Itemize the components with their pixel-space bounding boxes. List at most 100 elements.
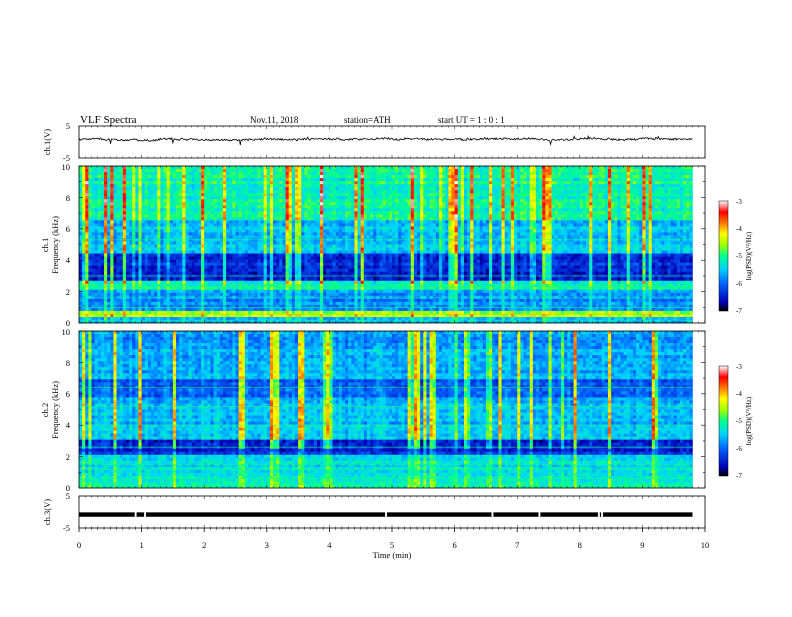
- spectrogram-cell: [461, 184, 464, 187]
- spectrogram-cell: [85, 181, 88, 184]
- spectrogram-cell: [539, 214, 542, 217]
- spectrogram-cell: [639, 214, 642, 217]
- spectrogram-cell: [138, 169, 141, 172]
- spectrogram-cell: [520, 205, 523, 208]
- spectrogram-cell: [304, 232, 307, 235]
- spectrogram-cell: [580, 211, 583, 214]
- spectrogram-cell: [226, 196, 229, 199]
- spectrogram-cell: [677, 229, 680, 232]
- spectrogram-cell: [145, 217, 148, 220]
- spectrogram-cell: [520, 178, 523, 181]
- spectrogram-cell: [523, 187, 526, 190]
- spectrogram-cell: [170, 169, 173, 172]
- spectrogram-cell: [395, 175, 398, 178]
- spectrogram-cell: [470, 178, 473, 181]
- spectrogram-cell: [245, 172, 248, 175]
- spectrogram-cell: [248, 178, 251, 181]
- spectrogram-cell: [467, 193, 470, 196]
- spectrogram-cell: [411, 205, 414, 208]
- spectrogram-cell: [564, 208, 567, 211]
- spectrogram-cell: [113, 172, 116, 175]
- spectrogram-cell: [370, 199, 373, 202]
- spectrogram-cell: [545, 232, 548, 235]
- spectrogram-cell: [445, 175, 448, 178]
- spectrogram-cell: [248, 229, 251, 232]
- spectrogram-cell: [608, 220, 611, 223]
- spectrogram-cell: [185, 172, 188, 175]
- spectrogram-cell: [658, 208, 661, 211]
- spectrogram-cell: [564, 217, 567, 220]
- spectrogram-cell: [204, 214, 207, 217]
- spectrogram-cell: [286, 166, 289, 169]
- spectrogram-cell: [486, 178, 489, 181]
- spectrogram-cell: [636, 202, 639, 205]
- spectrogram-cell: [326, 208, 329, 211]
- spectrogram-cell: [511, 199, 514, 202]
- spectrogram-cell: [279, 169, 282, 172]
- spectrogram-cell: [232, 223, 235, 226]
- spectrogram-cell: [602, 208, 605, 211]
- spectrogram-cell: [104, 229, 107, 232]
- spectrogram-cell: [442, 208, 445, 211]
- spectrogram-cell: [620, 181, 623, 184]
- spectrogram-cell: [173, 211, 176, 214]
- spectrogram-cell: [323, 172, 326, 175]
- spectrogram-cell: [624, 196, 627, 199]
- spectrogram-cell: [348, 178, 351, 181]
- spectrogram-cell: [126, 190, 129, 193]
- spectrogram-cell: [239, 211, 242, 214]
- spectrogram-cell: [414, 235, 417, 238]
- spectrogram-cell: [680, 184, 683, 187]
- spectrogram-cell: [577, 205, 580, 208]
- spectrogram-cell: [492, 178, 495, 181]
- spectrogram-cell: [207, 226, 210, 229]
- spectrogram-cell: [282, 187, 285, 190]
- spectrogram-cell: [376, 205, 379, 208]
- spectrogram-cell: [558, 190, 561, 193]
- spectrogram-cell: [135, 193, 138, 196]
- spectrogram-cell: [320, 169, 323, 172]
- spectrogram-cell: [577, 202, 580, 205]
- spectrogram-cell: [502, 211, 505, 214]
- spectrogram-cell: [317, 235, 320, 238]
- spectrogram-cell: [223, 208, 226, 211]
- spectrogram-cell: [486, 181, 489, 184]
- spectrogram-cell: [85, 202, 88, 205]
- spectrogram-cell: [646, 211, 649, 214]
- spectrogram-cell: [583, 193, 586, 196]
- spectrogram-cell: [329, 211, 332, 214]
- spectrogram-cell: [264, 196, 267, 199]
- spectrogram-cell: [530, 214, 533, 217]
- spectrogram-cell: [627, 223, 630, 226]
- spectrogram-cell: [160, 226, 163, 229]
- spectrogram-cell: [567, 217, 570, 220]
- spectrogram-cell: [498, 232, 501, 235]
- spectrogram-cell: [639, 169, 642, 172]
- spectrogram-cell: [370, 190, 373, 193]
- spectrogram-cell: [671, 235, 674, 238]
- spectrogram-cell: [489, 190, 492, 193]
- spectrogram-cell: [508, 175, 511, 178]
- spectrogram-cell: [455, 229, 458, 232]
- spectrogram-cell: [236, 208, 239, 211]
- spectrogram-cell: [574, 235, 577, 238]
- spectrogram-cell: [599, 229, 602, 232]
- spectrogram-cell: [680, 223, 683, 226]
- spectrogram-cell: [567, 211, 570, 214]
- spectrogram-cell: [88, 223, 91, 226]
- spectrogram-cell: [304, 178, 307, 181]
- spectrogram-cell: [157, 208, 160, 211]
- spectrogram-cell: [107, 211, 110, 214]
- spectrogram-cell: [473, 166, 476, 169]
- spectrogram-cell: [411, 217, 414, 220]
- spectrogram-cell: [677, 226, 680, 229]
- spectrogram-cell: [627, 178, 630, 181]
- spectrogram-cell: [605, 172, 608, 175]
- spectrogram-cell: [489, 208, 492, 211]
- spectrogram-cell: [414, 205, 417, 208]
- spectrogram-cell: [132, 196, 135, 199]
- spectrogram-cell: [533, 223, 536, 226]
- spectrogram-cell: [514, 202, 517, 205]
- spectrogram-cell: [117, 211, 120, 214]
- spectrogram-cell: [79, 175, 82, 178]
